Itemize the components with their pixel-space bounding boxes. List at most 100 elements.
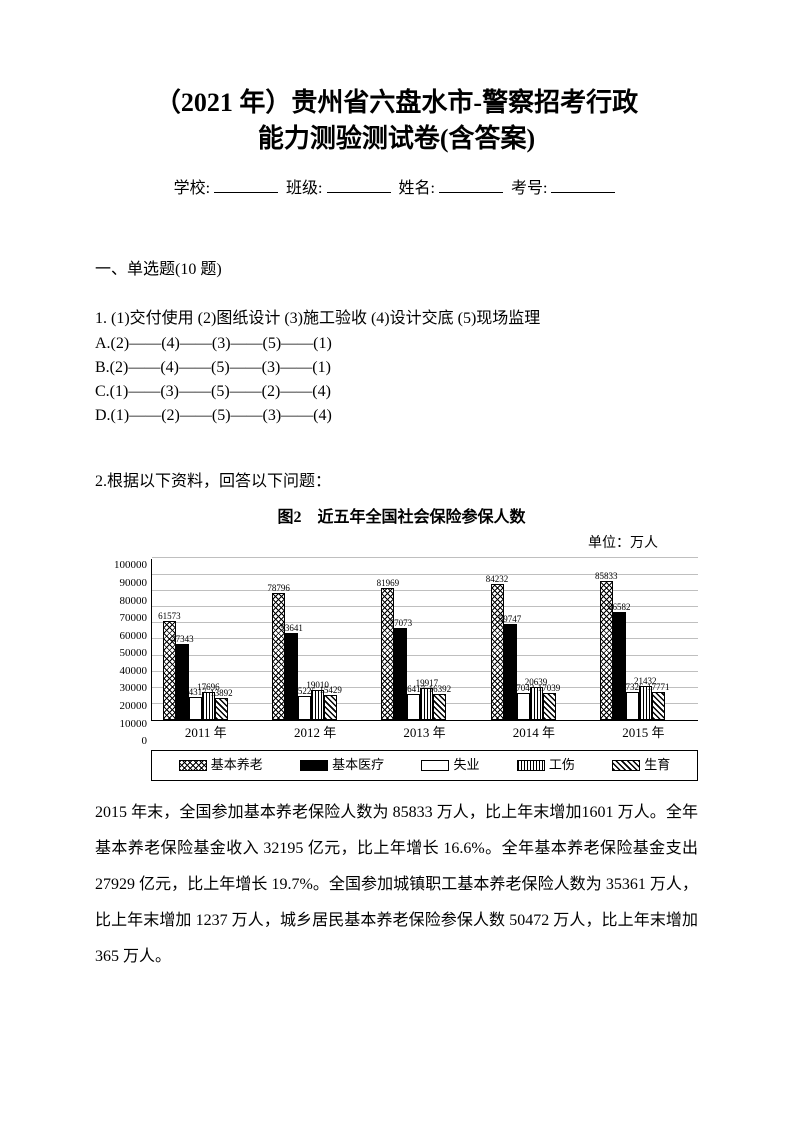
y-tick: 100000 [114, 557, 147, 575]
chart-wrapper: 图2 近五年全国社会保险参保人数 单位：万人 10000090000800007… [105, 505, 698, 781]
class-label: 班级: [286, 180, 322, 197]
title-line-1: （2021 年）贵州省六盘水市-警察招考行政 [95, 85, 698, 121]
y-axis: 1000009000080000700006000050000400003000… [105, 557, 151, 721]
bar-label: 59747 [499, 612, 522, 626]
section-1-title: 一、单选题(10 题) [95, 257, 698, 283]
gridline [152, 557, 698, 558]
school-label: 学校: [174, 180, 210, 197]
year-group: 8423259747170432063917039 [491, 584, 556, 720]
bar-label: 78796 [267, 581, 290, 595]
chart-unit: 单位：万人 [105, 533, 698, 555]
y-tick: 70000 [120, 610, 148, 628]
name-label: 姓名: [399, 180, 435, 197]
bar-失业: 17326 [626, 692, 639, 720]
bar-基本医疗: 66582 [613, 612, 626, 720]
legend-label: 基本养老 [211, 755, 263, 776]
class-blank[interactable] [327, 177, 391, 193]
question-2: 2.根据以下资料，回答以下问题： [95, 468, 698, 495]
legend-item: 工伤 [517, 755, 575, 776]
x-tick: 2011 年 [151, 723, 260, 744]
legend-swatch [300, 760, 328, 771]
q1-option-c: C.(1)——(3)——(5)——(2)——(4) [95, 380, 698, 404]
bar-失业: 15225 [298, 696, 311, 721]
q1-option-a: A.(2)——(4)——(3)——(5)——(1) [95, 332, 698, 356]
bar-label: 17039 [538, 681, 561, 695]
y-tick: 50000 [120, 645, 148, 663]
bar-基本医疗: 47343 [176, 644, 189, 721]
x-tick: 2012 年 [260, 723, 369, 744]
legend-label: 失业 [453, 755, 479, 776]
examno-blank[interactable] [551, 177, 615, 193]
bar-生育: 17771 [652, 692, 665, 721]
legend-swatch [179, 760, 207, 771]
legend-item: 失业 [421, 755, 479, 776]
y-tick: 10000 [120, 716, 148, 734]
legend-item: 基本医疗 [300, 755, 384, 776]
question-1: 1. (1)交付使用 (2)图纸设计 (3)施工验收 (4)设计交底 (5)现场… [95, 305, 698, 428]
plot-area: 6157347343143171769613892787965364115225… [151, 559, 698, 721]
q2-stem: 2.根据以下资料，回答以下问题： [95, 468, 698, 495]
bar-label: 66582 [608, 600, 631, 614]
bar-label: 84232 [486, 572, 509, 586]
x-axis-labels: 2011 年2012 年2013 年2014 年2015 年 [151, 721, 698, 744]
q1-option-d: D.(1)——(2)——(5)——(3)——(4) [95, 404, 698, 428]
bar-基本医疗: 59747 [504, 624, 517, 721]
legend-label: 生育 [644, 755, 670, 776]
bar-label: 53641 [280, 621, 303, 635]
bar-label: 15429 [319, 683, 342, 697]
examno-label: 考号: [511, 180, 547, 197]
legend-item: 生育 [612, 755, 670, 776]
bar-基本养老: 81969 [381, 588, 394, 721]
bar-基本医疗: 53641 [285, 633, 298, 720]
year-group: 7879653641152251901015429 [272, 593, 337, 721]
title-block: （2021 年）贵州省六盘水市-警察招考行政 能力测验测试卷(含答案) [95, 85, 698, 158]
bar-基本养老: 78796 [272, 593, 285, 721]
bar-label: 61573 [158, 609, 181, 623]
legend-label: 工伤 [549, 755, 575, 776]
title-line-2: 能力测验测试卷(含答案) [95, 121, 698, 157]
bar-label: 17771 [647, 680, 670, 694]
legend-label: 基本医疗 [332, 755, 384, 776]
bar-label: 85833 [595, 569, 618, 583]
bar-生育: 16392 [433, 694, 446, 721]
year-group: 8583366582173262143217771 [600, 581, 665, 720]
legend-item: 基本养老 [179, 755, 263, 776]
q1-option-b: B.(2)——(4)——(5)——(3)——(1) [95, 356, 698, 380]
student-info-line: 学校: 班级: 姓名: 考号: [95, 176, 698, 202]
bar-基本养老: 84232 [491, 584, 504, 720]
chart-title: 图2 近五年全国社会保险参保人数 [105, 505, 698, 531]
chart-area: 1000009000080000700006000050000400003000… [105, 557, 698, 721]
bar-生育: 15429 [324, 695, 337, 720]
legend-swatch [612, 760, 640, 771]
y-tick: 40000 [120, 663, 148, 681]
legend: 基本养老 基本医疗 失业 工伤 生育 [151, 750, 698, 781]
bar-失业: 17043 [517, 693, 530, 721]
x-tick: 2014 年 [479, 723, 588, 744]
bar-label: 81969 [377, 576, 400, 590]
legend-swatch [517, 760, 545, 771]
y-tick: 80000 [120, 593, 148, 611]
y-tick: 30000 [120, 680, 148, 698]
bar-label: 13892 [210, 686, 233, 700]
name-blank[interactable] [439, 177, 503, 193]
x-tick: 2015 年 [589, 723, 698, 744]
legend-swatch [421, 760, 449, 771]
body-paragraph: 2015 年末，全国参加基本养老保险人数为 85833 万人，比上年末增加160… [95, 795, 698, 975]
bar-基本医疗: 57073 [394, 628, 407, 720]
y-tick: 60000 [120, 628, 148, 646]
bar-生育: 13892 [215, 698, 228, 721]
year-group: 8196957073164171991716392 [381, 588, 446, 721]
bar-label: 16392 [429, 682, 452, 696]
y-tick: 90000 [120, 575, 148, 593]
bar-label: 47343 [171, 632, 194, 646]
bar-失业: 16417 [407, 694, 420, 721]
bar-失业: 14317 [189, 697, 202, 720]
bar-生育: 17039 [543, 693, 556, 721]
bar-label: 57073 [390, 616, 413, 630]
year-group: 6157347343143171769613892 [163, 621, 228, 721]
y-tick: 0 [142, 733, 148, 751]
school-blank[interactable] [214, 177, 278, 193]
x-tick: 2013 年 [370, 723, 479, 744]
y-tick: 20000 [120, 698, 148, 716]
q1-stem: 1. (1)交付使用 (2)图纸设计 (3)施工验收 (4)设计交底 (5)现场… [95, 305, 698, 332]
